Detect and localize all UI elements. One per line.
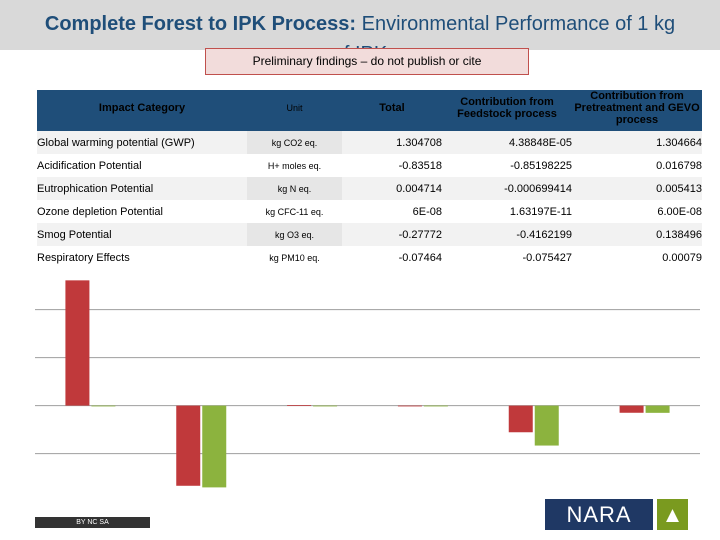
table-row: Ozone depletion Potential kg CFC-11 eq. … [37,200,702,223]
cell-feedstock: 4.38848E-05 [442,131,572,154]
cell-category: Smog Potential [37,223,247,246]
bar-feedstock [91,405,116,407]
cell-category: Acidification Potential [37,159,142,172]
bar-total [287,405,312,406]
header-feedstock: Contribution from Feedstock process [457,96,557,120]
bar-total [508,405,533,433]
cell-pretreatment: 6.00E-08 [657,205,702,218]
title-band [0,0,720,50]
cell-total: 0.004714 [342,177,442,200]
cell-category: Global warming potential (GWP) [37,131,247,154]
cell-total: -0.83518 [398,159,442,172]
cell-pretreatment: 0.00079 [662,251,702,264]
cell-total: -0.07464 [398,251,442,264]
bar-feedstock [202,405,227,488]
cell-unit: kg CFC-11 eq. [265,206,324,217]
title-rest: Environmental Performance of 1 kg [356,13,676,35]
cell-category: Eutrophication Potential [37,177,247,200]
cell-feedstock: -0.075427 [522,251,572,264]
cell-unit: H+ moles eq. [267,160,322,171]
cell-unit: kg PM10 eq. [269,252,320,263]
cell-feedstock: -0.4162199 [442,223,572,246]
cell-unit: kg CO2 eq. [247,131,342,154]
table-header-bar [37,90,702,132]
cell-category: Respiratory Effects [37,251,130,264]
cell-pretreatment: 0.005413 [572,177,702,200]
header-unit: Unit [286,103,303,113]
cell-pretreatment: 1.304664 [572,131,702,154]
table-row: Global warming potential (GWP) kg CO2 eq… [37,131,702,154]
page-title: Complete Forest to IPK Process: Environm… [0,10,720,38]
nara-logo: NARA [545,499,653,530]
preliminary-banner: Preliminary findings – do not publish or… [205,48,529,75]
tree-icon: ▲ [657,499,688,530]
header-total: Total [379,102,405,114]
bar-total [397,405,422,407]
table-row: Smog Potential kg O3 eq. -0.27772 -0.416… [37,223,702,246]
cell-feedstock: -0.000699414 [442,177,572,200]
cell-total: 6E-08 [412,205,442,218]
table-row: Acidification Potential H+ moles eq. -0.… [37,154,702,177]
table-header-row: Impact Category Unit Total Contribution … [37,85,702,131]
cell-unit: kg O3 eq. [247,223,342,246]
bar-feedstock [534,405,559,446]
cell-pretreatment: 0.016798 [656,159,702,172]
title-bold: Complete Forest to IPK Process: [44,13,357,35]
table-row: Eutrophication Potential kg N eq. 0.0047… [37,177,702,200]
cell-total: 1.304708 [342,131,442,154]
bar-feedstock [423,405,448,407]
cell-unit: kg N eq. [247,177,342,200]
cell-total: -0.27772 [342,223,442,246]
bar-total [619,405,644,413]
header-impact-category: Impact Category [98,102,186,114]
cell-feedstock: -0.85198225 [510,159,572,172]
header-pretreatment: Contribution from Pretreatment and GEVO … [574,90,700,126]
bar-total [65,280,90,406]
table-row: Respiratory Effects kg PM10 eq. -0.07464… [37,246,702,269]
cell-feedstock: 1.63197E-11 [509,205,572,218]
cc-license-badge: BY NC SA [35,517,150,528]
cell-category: Ozone depletion Potential [37,205,163,218]
impact-bar-chart [35,280,700,488]
bar-feedstock [313,405,338,407]
cell-pretreatment: 0.138496 [572,223,702,246]
bar-total [176,405,201,486]
impact-table: Impact Category Unit Total Contribution … [37,85,702,269]
bar-feedstock [645,405,670,413]
